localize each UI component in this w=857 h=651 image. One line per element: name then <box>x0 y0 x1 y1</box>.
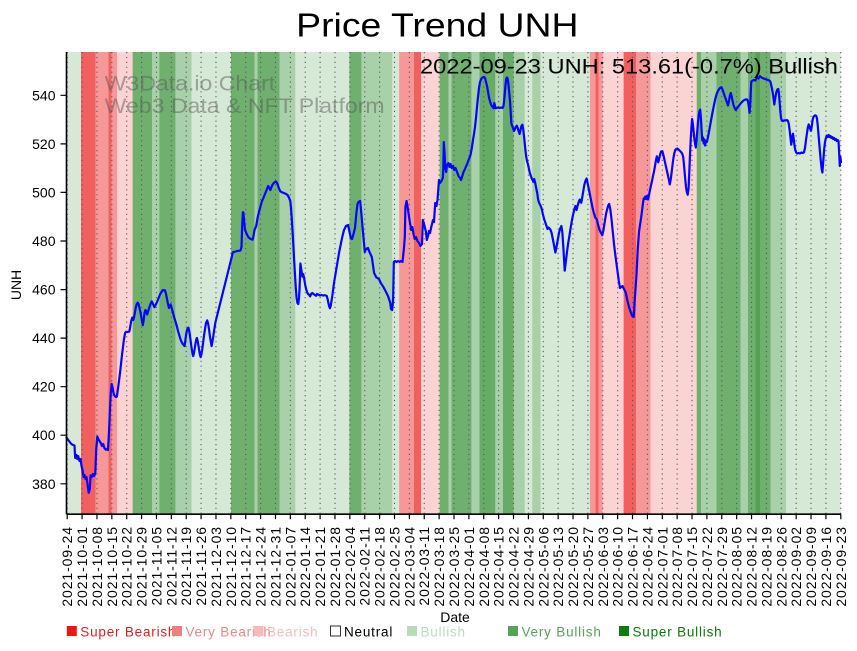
svg-text:520: 520 <box>32 136 56 152</box>
svg-text:2022-03-04: 2022-03-04 <box>401 526 417 607</box>
svg-text:2021-12-10: 2021-12-10 <box>223 526 239 607</box>
svg-text:2022-04-01: 2022-04-01 <box>461 526 477 607</box>
svg-text:2022-07-15: 2022-07-15 <box>684 526 700 607</box>
svg-text:2022-07-08: 2022-07-08 <box>669 526 685 607</box>
svg-text:2022-01-21: 2022-01-21 <box>312 526 328 607</box>
svg-text:2021-10-15: 2021-10-15 <box>104 526 120 607</box>
svg-text:2022-04-08: 2022-04-08 <box>476 526 492 607</box>
svg-text:Bullish: Bullish <box>421 625 466 640</box>
svg-text:2022-03-11: 2022-03-11 <box>416 526 432 606</box>
svg-text:2022-05-13: 2022-05-13 <box>550 526 566 607</box>
svg-text:480: 480 <box>32 233 56 249</box>
svg-text:2022-03-25: 2022-03-25 <box>446 526 462 607</box>
svg-text:Super Bullish: Super Bullish <box>633 625 723 640</box>
svg-text:2022-09-02: 2022-09-02 <box>788 526 804 607</box>
svg-text:2022-09-16: 2022-09-16 <box>818 526 834 607</box>
svg-text:Price Trend UNH: Price Trend UNH <box>296 8 578 45</box>
svg-text:2022-06-03: 2022-06-03 <box>595 526 611 607</box>
svg-text:2022-08-19: 2022-08-19 <box>758 526 774 607</box>
svg-text:2022-06-17: 2022-06-17 <box>625 526 641 607</box>
svg-text:2021-12-31: 2021-12-31 <box>268 526 284 607</box>
svg-text:2022-07-01: 2022-07-01 <box>654 526 670 607</box>
svg-text:W3Data.io Chart: W3Data.io Chart <box>105 71 276 95</box>
svg-text:500: 500 <box>32 184 56 200</box>
svg-text:2021-12-03: 2021-12-03 <box>208 526 224 607</box>
svg-text:2022-05-27: 2022-05-27 <box>580 526 596 607</box>
svg-text:2021-11-26: 2021-11-26 <box>193 526 209 606</box>
svg-text:2022-08-26: 2022-08-26 <box>773 526 789 607</box>
svg-text:540: 540 <box>32 87 56 103</box>
svg-text:2021-11-05: 2021-11-05 <box>149 526 165 606</box>
svg-text:2022-06-24: 2022-06-24 <box>639 526 655 607</box>
svg-text:2022-01-14: 2022-01-14 <box>297 526 313 607</box>
svg-text:2021-10-29: 2021-10-29 <box>134 526 150 607</box>
svg-text:2022-04-29: 2022-04-29 <box>520 526 536 607</box>
svg-text:2021-11-12: 2021-11-12 <box>163 526 179 606</box>
svg-text:2022-09-23: 2022-09-23 <box>833 526 849 607</box>
svg-text:2021-10-22: 2021-10-22 <box>119 526 135 607</box>
svg-text:440: 440 <box>32 330 56 346</box>
svg-text:2021-10-01: 2021-10-01 <box>74 526 90 607</box>
svg-text:2022-01-28: 2022-01-28 <box>327 526 343 607</box>
svg-text:Very Bearish: Very Bearish <box>186 625 272 640</box>
svg-text:380: 380 <box>32 476 56 492</box>
svg-text:Date: Date <box>440 609 470 625</box>
svg-text:Super Bearish: Super Bearish <box>80 625 176 640</box>
svg-text:2022-06-10: 2022-06-10 <box>610 526 626 607</box>
svg-text:2022-04-15: 2022-04-15 <box>491 526 507 607</box>
svg-text:2021-09-24: 2021-09-24 <box>59 526 75 607</box>
svg-text:2022-03-18: 2022-03-18 <box>431 526 447 607</box>
svg-text:2022-07-29: 2022-07-29 <box>714 526 730 607</box>
svg-text:2021-12-24: 2021-12-24 <box>253 526 269 607</box>
svg-text:2021-12-17: 2021-12-17 <box>238 526 254 607</box>
svg-text:Bearish: Bearish <box>267 625 318 640</box>
svg-text:2022-09-23 UNH: 513.61(-0.7%): 2022-09-23 UNH: 513.61(-0.7%) Bullish <box>420 55 838 79</box>
svg-text:2022-08-12: 2022-08-12 <box>744 526 760 607</box>
svg-text:2022-02-11: 2022-02-11 <box>357 526 373 606</box>
svg-text:2022-02-04: 2022-02-04 <box>342 526 358 607</box>
svg-text:2021-10-08: 2021-10-08 <box>89 526 105 607</box>
svg-text:2021-11-19: 2021-11-19 <box>178 526 194 606</box>
svg-text:420: 420 <box>32 379 56 395</box>
svg-text:2022-02-18: 2022-02-18 <box>372 526 388 607</box>
svg-text:2022-09-09: 2022-09-09 <box>803 526 819 607</box>
svg-text:Web3 Data & NFT Platform: Web3 Data & NFT Platform <box>105 94 385 118</box>
svg-text:Neutral: Neutral <box>344 625 393 640</box>
svg-text:2022-08-05: 2022-08-05 <box>729 526 745 607</box>
svg-text:2022-04-22: 2022-04-22 <box>506 526 522 607</box>
svg-text:460: 460 <box>32 282 56 298</box>
svg-text:400: 400 <box>32 427 56 443</box>
svg-text:Very Bullish: Very Bullish <box>522 625 602 640</box>
svg-text:2022-05-06: 2022-05-06 <box>535 526 551 607</box>
svg-text:2022-05-20: 2022-05-20 <box>565 526 581 607</box>
svg-text:2022-07-22: 2022-07-22 <box>699 526 715 607</box>
svg-text:2022-02-25: 2022-02-25 <box>387 526 403 607</box>
svg-text:UNH: UNH <box>8 270 24 300</box>
svg-text:2022-01-07: 2022-01-07 <box>282 526 298 607</box>
